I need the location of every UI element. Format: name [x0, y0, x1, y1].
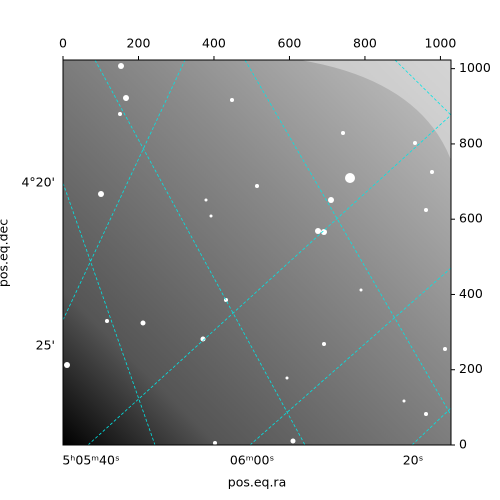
- x-tick-label: 600: [278, 36, 302, 51]
- y-tick-label: 200: [459, 361, 483, 376]
- coordinate-grid: [63, 60, 451, 445]
- dec-tick-label: 25': [36, 338, 55, 353]
- x-tick-label: 0: [59, 36, 67, 51]
- x-tick-label: 1000: [425, 36, 457, 51]
- y-tick-label: 600: [459, 211, 483, 226]
- y-axis-label: pos.eq.dec: [0, 219, 11, 287]
- x-tick-label: 400: [202, 36, 226, 51]
- sky-image: [63, 60, 451, 445]
- x-axis-label: pos.eq.ra: [228, 475, 286, 490]
- y-tick-label: 0: [459, 437, 467, 452]
- ra-tick-label: 20ˢ: [403, 453, 424, 468]
- ra-tick-label: 5ʰ05ᵐ40ˢ: [62, 453, 119, 468]
- dec-tick-label: 4°20': [21, 175, 55, 190]
- axes-frame: [62, 59, 452, 446]
- y-tick-label: 400: [459, 286, 483, 301]
- x-tick-label: 200: [127, 36, 151, 51]
- y-tick-label: 800: [459, 135, 483, 150]
- x-tick-label: 800: [353, 36, 377, 51]
- ra-tick-label: 06ᵐ00ˢ: [230, 453, 274, 468]
- y-tick-label: 1000: [459, 60, 491, 75]
